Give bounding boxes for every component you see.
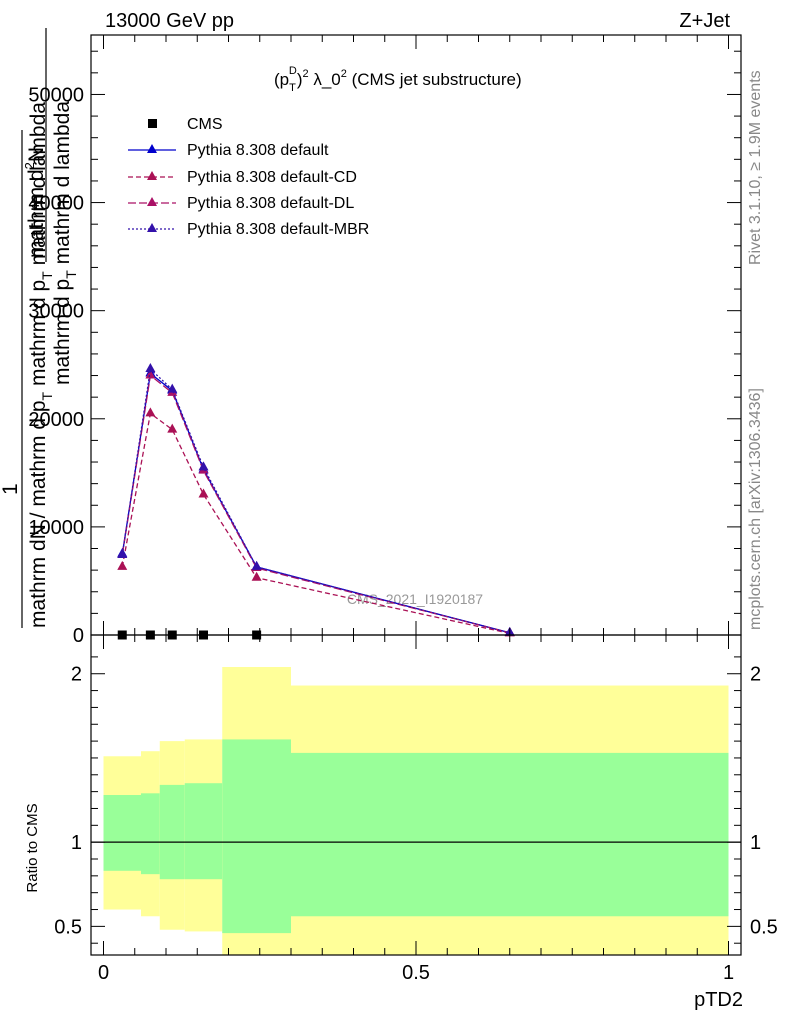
ratio-band-inner-2 <box>159 784 185 880</box>
legend: CMS Pythia 8.308 default Pythia 8.308 de… <box>128 116 369 238</box>
series-line-4 <box>121 367 510 634</box>
main-y-axis-label: mathrm d2N mathrm d pT mathrm d lambda 1… <box>0 28 79 628</box>
ratio-ytick-label-right-2: 2 <box>750 664 761 686</box>
ratio-ytick-label-2: 2 <box>71 664 82 686</box>
ratio-band-inner-1 <box>141 793 160 875</box>
svg-text:Pythia 8.308 default: Pythia 8.308 default <box>187 142 329 159</box>
legend-entry-mbr: Pythia 8.308 default-MBR <box>128 221 369 238</box>
chart-title: (pTD)2 λ_02 (CMS jet substructure) <box>274 65 522 94</box>
ratio-band-inner-5 <box>291 752 729 917</box>
ratio-ytick-label-0: 0.5 <box>54 916 82 938</box>
legend-entry-cd: Pythia 8.308 default-CD <box>128 169 357 186</box>
xtick-label-1: 0.5 <box>402 962 430 984</box>
series-4-point-4 <box>251 560 262 570</box>
main-ytick-label-0: 0 <box>73 625 84 647</box>
series-4-point-2 <box>167 383 178 393</box>
series-4-point-3 <box>198 461 209 471</box>
ratio-ytick-label-1: 1 <box>71 832 82 854</box>
svg-text:mathrm dN / mathrm d pT mathrm: mathrm dN / mathrm d pT mathrm d pT math… <box>27 102 55 628</box>
main-ytick-label-5: 50000 <box>28 84 84 106</box>
series-2-point-2 <box>167 423 178 433</box>
legend-entry-default: Pythia 8.308 default <box>128 142 329 159</box>
analysis-watermark: CMS_2021_I1920187 <box>347 591 483 607</box>
main-ytick-label-4: 40000 <box>28 193 84 215</box>
svg-text:mathrm d2N: mathrm d2N <box>22 147 48 258</box>
ratio-ytick-label-right-0: 0.5 <box>750 916 778 938</box>
series-2-point-0 <box>117 560 128 570</box>
series-4-point-0 <box>117 549 128 558</box>
main-ytick-label-2: 20000 <box>28 409 84 431</box>
x-axis-label: pTD2 <box>694 989 743 1011</box>
ratio-bands <box>91 667 741 955</box>
xtick-label-0: 0 <box>98 962 109 984</box>
ratio-band-inner-3 <box>184 783 223 880</box>
svg-text:CMS: CMS <box>187 116 223 133</box>
ratio-band-inner-0 <box>103 795 141 871</box>
series-line-2 <box>121 412 510 635</box>
ratio-ytick-label-right-1: 1 <box>750 832 761 854</box>
svg-text:Pythia 8.308 default-CD: Pythia 8.308 default-CD <box>187 169 357 186</box>
ratio-y-axis-label: Ratio to CMS <box>24 803 41 892</box>
series-3-point-1 <box>145 369 156 379</box>
svg-text:Pythia 8.308 default-DL: Pythia 8.308 default-DL <box>187 195 354 212</box>
legend-entry-dl: Pythia 8.308 default-DL <box>128 195 354 212</box>
ratio-band-inner-4 <box>222 739 291 934</box>
svg-text:Pythia 8.308 default-MBR: Pythia 8.308 default-MBR <box>187 221 369 238</box>
rivet-label: Rivet 3.1.10, ≥ 1.9M events <box>747 70 764 265</box>
energy-label: 13000 GeV pp <box>105 10 234 32</box>
process-label: Z+Jet <box>679 10 730 32</box>
series-line-3 <box>121 374 510 634</box>
svg-text:1: 1 <box>0 483 22 495</box>
xtick-label-2: 1 <box>723 962 734 984</box>
series-4-point-1 <box>145 363 156 373</box>
main-ytick-label-1: 10000 <box>28 517 84 539</box>
legend-entry-cms: CMS <box>148 116 223 133</box>
main-ytick-label-3: 30000 <box>28 301 84 323</box>
series-2-point-3 <box>198 488 209 498</box>
axes-layer: 0 10000 20000 30000 40000 50000 0 0.5 1 0.5 0.5 1 1 2… <box>28 34 778 984</box>
series-2-point-1 <box>145 407 156 417</box>
svg-text:mathrm d pT mathrm d lambda: mathrm d pT mathrm d lambda <box>51 101 79 385</box>
mcplots-label: mcplots.cern.ch [arXiv:1306.3436] <box>747 388 764 630</box>
series-2-point-4 <box>251 571 262 581</box>
